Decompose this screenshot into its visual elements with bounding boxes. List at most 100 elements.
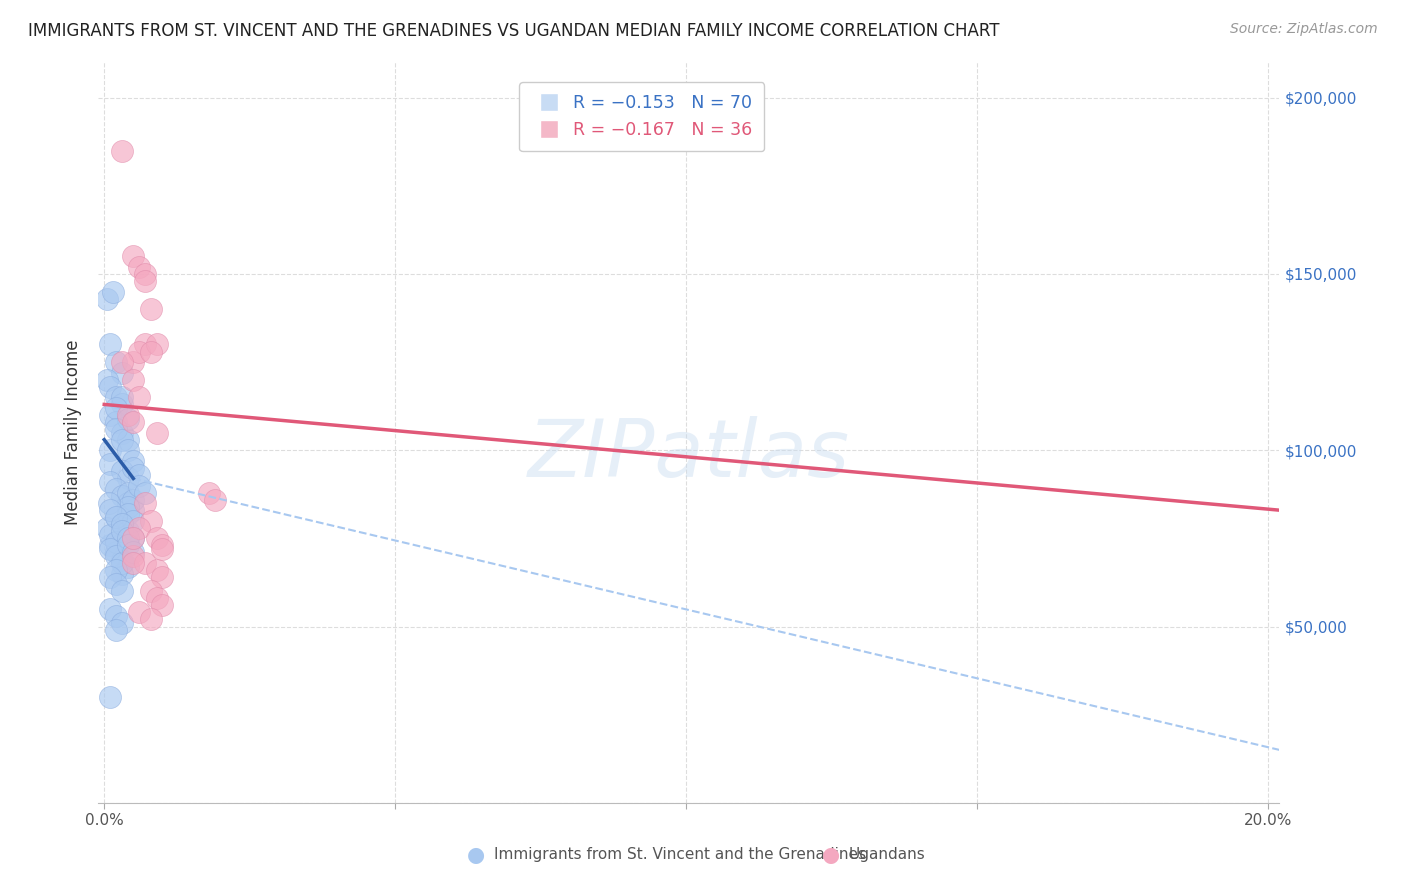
Point bbox=[117, 500, 139, 514]
Point bbox=[104, 415, 127, 429]
Point bbox=[111, 390, 134, 404]
Point bbox=[122, 415, 145, 429]
Point bbox=[104, 355, 127, 369]
Point bbox=[111, 517, 134, 532]
Point bbox=[104, 549, 127, 563]
Point bbox=[122, 492, 145, 507]
Point bbox=[98, 458, 121, 472]
Point bbox=[111, 397, 134, 411]
Point bbox=[145, 532, 167, 546]
Point bbox=[111, 517, 134, 532]
Point bbox=[128, 521, 150, 535]
Text: IMMIGRANTS FROM ST. VINCENT AND THE GRENADINES VS UGANDAN MEDIAN FAMILY INCOME C: IMMIGRANTS FROM ST. VINCENT AND THE GREN… bbox=[28, 22, 1000, 40]
Point bbox=[117, 524, 139, 539]
Point bbox=[104, 510, 127, 524]
Point bbox=[134, 274, 156, 288]
Point bbox=[104, 422, 127, 436]
Point bbox=[134, 556, 156, 570]
Point bbox=[104, 401, 127, 415]
Point bbox=[204, 492, 226, 507]
Point bbox=[134, 485, 156, 500]
Point bbox=[96, 292, 118, 306]
Point bbox=[145, 591, 167, 606]
Point bbox=[122, 355, 145, 369]
Point bbox=[98, 528, 121, 542]
Point bbox=[111, 355, 134, 369]
Point bbox=[117, 433, 139, 447]
Point bbox=[117, 443, 139, 458]
Point bbox=[122, 461, 145, 475]
Point bbox=[98, 380, 121, 394]
Point bbox=[122, 549, 145, 563]
Point bbox=[122, 532, 145, 546]
Point bbox=[134, 267, 156, 281]
Point bbox=[139, 514, 162, 528]
Point bbox=[117, 485, 139, 500]
Point bbox=[122, 556, 145, 570]
Point bbox=[117, 507, 139, 521]
Point bbox=[117, 532, 139, 546]
Point bbox=[104, 482, 127, 496]
Point bbox=[98, 443, 121, 458]
Point bbox=[98, 541, 121, 556]
Point bbox=[122, 249, 145, 263]
Point bbox=[145, 337, 167, 351]
Text: ●: ● bbox=[821, 845, 839, 864]
Legend: R = −0.153   N = 70, R = −0.167   N = 36: R = −0.153 N = 70, R = −0.167 N = 36 bbox=[519, 82, 765, 152]
Point bbox=[128, 606, 150, 620]
Point bbox=[104, 545, 127, 559]
Point bbox=[139, 344, 162, 359]
Point bbox=[111, 556, 134, 570]
Point bbox=[134, 337, 156, 351]
Point bbox=[117, 411, 139, 425]
Point bbox=[111, 464, 134, 478]
Point bbox=[111, 552, 134, 566]
Point bbox=[128, 260, 150, 274]
Point bbox=[98, 503, 121, 517]
Point bbox=[198, 485, 221, 500]
Point bbox=[96, 373, 118, 387]
Point bbox=[128, 344, 150, 359]
Point bbox=[117, 559, 139, 574]
Point bbox=[145, 425, 167, 440]
Point bbox=[98, 337, 121, 351]
Point bbox=[96, 521, 118, 535]
Point bbox=[117, 496, 139, 510]
Text: ZIPatlas: ZIPatlas bbox=[527, 416, 851, 494]
Point bbox=[122, 503, 145, 517]
Point bbox=[98, 538, 121, 552]
Point bbox=[111, 489, 134, 503]
Point bbox=[128, 390, 150, 404]
Y-axis label: Median Family Income: Median Family Income bbox=[65, 340, 83, 525]
Point bbox=[139, 612, 162, 626]
Point bbox=[122, 454, 145, 468]
Point bbox=[104, 623, 127, 637]
Point bbox=[104, 510, 127, 524]
Point bbox=[111, 425, 134, 440]
Point bbox=[122, 514, 145, 528]
Point bbox=[152, 599, 174, 613]
Point bbox=[104, 535, 127, 549]
Point bbox=[104, 577, 127, 591]
Point bbox=[122, 373, 145, 387]
Text: ●: ● bbox=[467, 845, 485, 864]
Point bbox=[122, 532, 145, 546]
Point bbox=[98, 690, 121, 704]
Point bbox=[152, 570, 174, 584]
Point bbox=[104, 390, 127, 404]
Point bbox=[98, 408, 121, 422]
Point bbox=[128, 467, 150, 482]
Point bbox=[98, 475, 121, 489]
Text: Immigrants from St. Vincent and the Grenadines: Immigrants from St. Vincent and the Gren… bbox=[494, 847, 866, 863]
Point bbox=[139, 302, 162, 317]
Point bbox=[98, 570, 121, 584]
Point bbox=[111, 366, 134, 380]
Point bbox=[111, 584, 134, 599]
Point bbox=[111, 433, 134, 447]
Point bbox=[111, 144, 134, 158]
Point bbox=[117, 408, 139, 422]
Point bbox=[111, 615, 134, 630]
Point bbox=[145, 563, 167, 577]
Point bbox=[98, 602, 121, 616]
Point bbox=[104, 563, 127, 577]
